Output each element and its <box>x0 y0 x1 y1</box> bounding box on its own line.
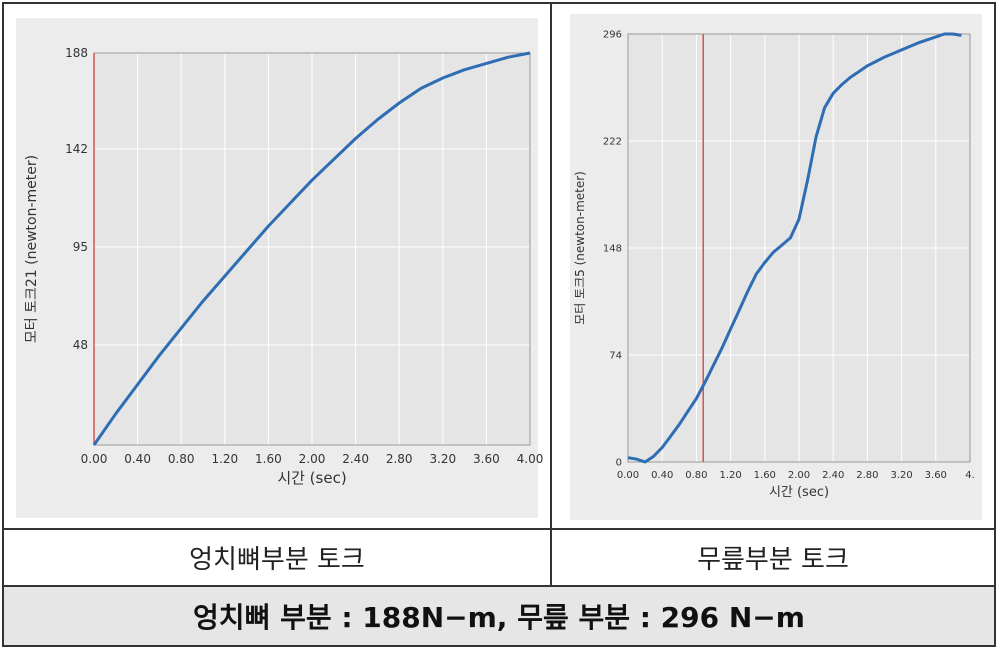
x-tick-label: 1.20 <box>211 452 238 466</box>
x-tick-label: 3.60 <box>473 452 500 466</box>
series-line <box>627 32 962 464</box>
y-tick-label: 148 <box>603 244 622 255</box>
y-tick-label: 142 <box>65 142 88 156</box>
x-tick-label: 0.00 <box>617 470 639 481</box>
series-line <box>92 51 531 446</box>
x-tick-label: 2.80 <box>856 470 878 481</box>
chart-right: 0.00 0.40 0.80 1.20 1.60 2.00 2.40 2.80 3.20 3.60… <box>570 14 982 520</box>
y-axis-label: 모터 토크5 (newton-meter) <box>573 171 587 325</box>
caption-left: 엉치뼈부분 토크 <box>189 545 365 575</box>
x-tick-label: 0.80 <box>168 452 195 466</box>
chart-left: 0.00 0.40 0.80 1.20 1.60 2.00 2.40 2.80 3.20 3.60… <box>16 18 544 518</box>
y-tick-label: 222 <box>603 137 622 148</box>
y-tick-label: 296 <box>603 30 622 41</box>
y-axis-label: 모터 토크21 (newton-meter) <box>24 155 40 343</box>
x-tick-label: 2.40 <box>342 452 369 466</box>
plot-border <box>627 33 971 463</box>
x-tick-label: 0.00 <box>81 452 108 466</box>
x-tick-label: 0.40 <box>651 470 673 481</box>
y-tick-label: 188 <box>65 46 88 60</box>
row-divider-top <box>4 528 994 530</box>
row-divider-bottom <box>4 585 994 587</box>
x-tick-label: 1.60 <box>255 452 282 466</box>
x-axis-label: 시간 (sec) <box>769 485 829 500</box>
y-tick-label: 48 <box>73 338 88 352</box>
x-tick-label: 2.00 <box>788 470 810 481</box>
x-tick-label: 4. <box>965 470 975 481</box>
y-tick-label: 0 <box>616 458 622 469</box>
caption-right: 무릎부분 토크 <box>697 545 849 575</box>
y-tick-label: 74 <box>609 351 622 362</box>
x-axis-label: 시간 (sec) <box>277 469 346 487</box>
x-tick-label: 2.80 <box>386 452 413 466</box>
x-tick-label: 0.80 <box>685 470 707 481</box>
column-divider <box>550 4 552 587</box>
x-tick-label: 3.60 <box>925 470 947 481</box>
x-tick-label: 4.00 <box>517 452 544 466</box>
y-tick-label: 95 <box>73 240 88 254</box>
x-tick-label: 0.40 <box>124 452 151 466</box>
x-tick-label: 1.60 <box>754 470 776 481</box>
x-tick-label: 1.20 <box>719 470 741 481</box>
x-tick-label: 2.00 <box>299 452 326 466</box>
x-tick-label: 3.20 <box>429 452 456 466</box>
x-tick-label: 2.40 <box>822 470 844 481</box>
summary-caption: 엉치뼈 부분 : 188N−m, 무릎 부분 : 296 N−m <box>4 587 994 645</box>
x-tick-label: 3.20 <box>890 470 912 481</box>
